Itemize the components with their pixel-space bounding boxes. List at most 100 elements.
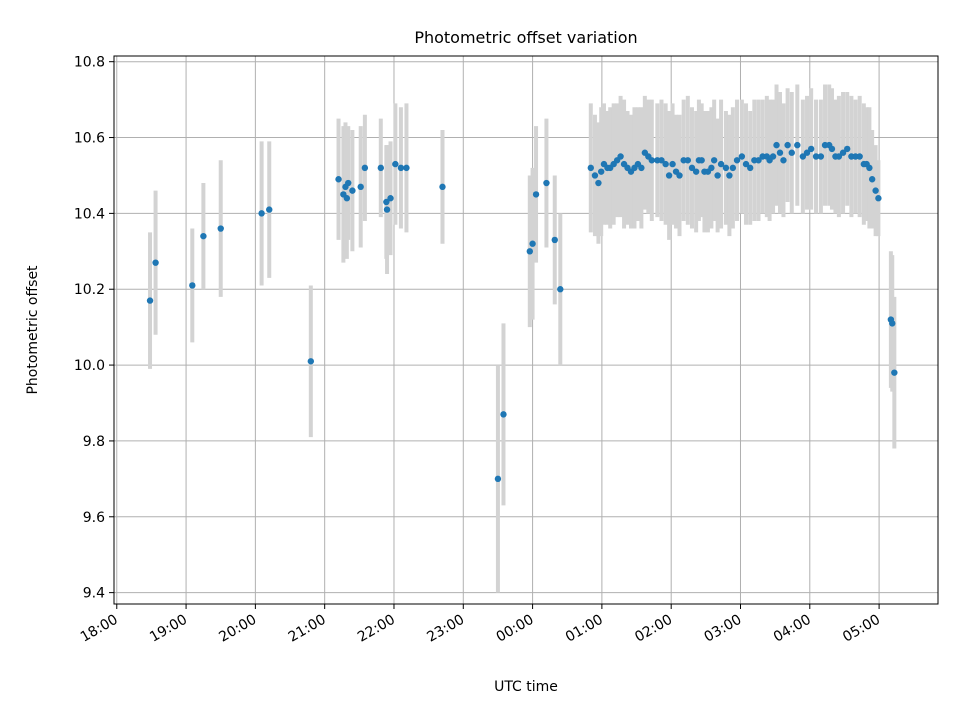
- x-tick-label: 03:00: [702, 612, 745, 646]
- data-point: [266, 206, 273, 213]
- data-point: [769, 153, 777, 160]
- data-point: [383, 206, 391, 213]
- data-point: [529, 240, 536, 247]
- x-tick-label: 23:00: [424, 612, 467, 646]
- data-point: [755, 157, 762, 164]
- data-point: [866, 164, 873, 172]
- x-tick-label: 01:00: [563, 612, 606, 646]
- data-point: [543, 179, 550, 187]
- data-point: [676, 172, 683, 179]
- data-point: [595, 179, 602, 187]
- data-point: [662, 160, 669, 168]
- y-tick-label: 10.4: [74, 206, 105, 222]
- x-tick-label: 00:00: [494, 612, 537, 646]
- y-tick-label: 10.6: [74, 131, 105, 147]
- data-point: [688, 164, 696, 172]
- data-point: [307, 358, 315, 365]
- data-point: [738, 153, 746, 160]
- data-point: [872, 187, 879, 194]
- x-tick-label: 21:00: [286, 612, 329, 646]
- y-tick-label: 10.0: [74, 358, 105, 374]
- data-point: [799, 153, 807, 160]
- y-tick-label: 9.8: [83, 434, 105, 450]
- data-point: [217, 225, 224, 232]
- data-point: [828, 145, 836, 153]
- data-point: [844, 145, 851, 153]
- data-point: [780, 157, 787, 164]
- data-point: [717, 160, 725, 168]
- y-tick-label: 10.8: [74, 55, 105, 71]
- data-point: [551, 236, 558, 244]
- y-axis-ticks: 9.4 9.6 9.8 10.0 10.2 10.4 10.6 10.8: [74, 55, 114, 602]
- chart-title: Photometric offset variation: [414, 28, 637, 47]
- y-tick-label: 9.4: [83, 586, 105, 602]
- data-point: [526, 248, 534, 255]
- data-point: [794, 141, 801, 149]
- data-point: [803, 149, 811, 156]
- plot-frame: [113, 55, 939, 605]
- data-point: [742, 160, 750, 168]
- x-tick-label: 04:00: [771, 612, 814, 646]
- data-point: [856, 153, 863, 160]
- data-point: [377, 164, 385, 172]
- data-point: [746, 164, 754, 172]
- data-point: [698, 157, 705, 164]
- data-point: [669, 160, 676, 168]
- data-point: [692, 168, 700, 175]
- data-point: [807, 145, 815, 153]
- data-point: [439, 183, 446, 191]
- x-tick-label: 18:00: [78, 612, 121, 646]
- y-axis-label: Photometric offset: [25, 265, 41, 395]
- data-points: [146, 141, 898, 483]
- data-point: [494, 475, 502, 483]
- data-point: [665, 172, 673, 179]
- data-point: [733, 157, 741, 164]
- data-point: [812, 153, 820, 160]
- data-point: [532, 191, 540, 198]
- data-point: [383, 198, 390, 206]
- data-point: [591, 172, 599, 179]
- data-point: [776, 149, 784, 156]
- data-point: [152, 259, 159, 266]
- data-point: [361, 164, 369, 172]
- data-point: [500, 411, 507, 418]
- data-point: [343, 195, 351, 202]
- x-axis-ticks: 18:00 19:00 20:00 21:00 22:00 23:00 00:00 01:00…: [78, 604, 883, 646]
- data-point: [708, 164, 715, 172]
- data-point: [200, 232, 207, 240]
- data-point: [714, 172, 721, 179]
- x-tick-label: 19:00: [147, 612, 190, 646]
- data-point: [817, 153, 825, 160]
- data-point: [710, 157, 718, 164]
- x-tick-label: 20:00: [216, 612, 259, 646]
- data-point: [345, 179, 352, 187]
- data-point: [684, 157, 692, 164]
- data-point: [839, 149, 847, 156]
- data-point: [726, 172, 733, 179]
- data-point: [891, 369, 898, 376]
- data-point: [889, 320, 896, 327]
- x-axis-label: UTC time: [494, 679, 558, 695]
- data-point: [357, 183, 364, 191]
- data-point: [403, 164, 410, 172]
- x-tick-label: 02:00: [632, 612, 675, 646]
- data-point: [597, 168, 605, 175]
- data-point: [587, 164, 594, 172]
- data-point: [349, 187, 356, 194]
- data-point: [617, 153, 624, 160]
- data-point: [658, 157, 665, 164]
- data-point: [722, 164, 730, 172]
- y-tick-label: 9.6: [83, 510, 105, 526]
- y-tick-label: 10.2: [74, 282, 105, 298]
- data-point: [773, 141, 780, 149]
- data-point: [788, 149, 795, 156]
- data-point: [729, 164, 737, 172]
- data-point: [387, 195, 394, 202]
- data-point: [868, 176, 876, 183]
- data-point: [392, 160, 399, 168]
- data-point: [397, 164, 405, 172]
- data-point: [835, 153, 843, 160]
- data-point: [638, 164, 645, 172]
- data-point: [784, 141, 791, 149]
